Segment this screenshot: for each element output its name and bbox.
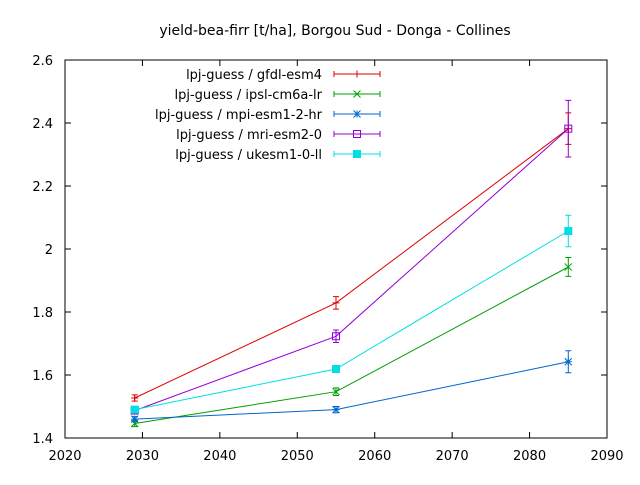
legend-marker [353,150,361,158]
data-point [130,405,139,414]
legend-marker [353,130,361,138]
series-group [130,214,573,414]
y-tick-label: 2 [45,243,53,258]
legend-errbar-cap [333,91,381,97]
chart-title: yield-bea-firr [t/ha], Borgou Sud - Dong… [159,23,510,39]
x-tick-label: 2050 [281,449,314,464]
legend-marker [353,110,361,118]
data-point [564,263,573,271]
x-tick-label: 2030 [126,449,159,464]
legend-label: lpj-guess / gfdl-esm4 [186,68,322,83]
y-tick-label: 1.6 [32,369,53,384]
y-tick-label: 1.4 [32,432,53,447]
data-point [131,394,139,402]
legend-errbar-cap [333,111,381,117]
legend-marker [353,70,361,78]
series-line [134,266,569,424]
x-tick-label: 2060 [358,449,391,464]
y-tick-label: 2.4 [32,117,53,132]
x-tick-label: 2020 [48,449,81,464]
data-point [332,365,340,374]
series-line [134,230,569,411]
data-point [332,387,340,396]
y-tick-label: 2.6 [32,54,53,69]
legend-label: lpj-guess / mri-esm2-0 [176,128,322,143]
legend-errbar-cap [333,71,381,77]
data-point [564,227,573,236]
x-tick-label: 2080 [513,449,546,464]
series-group [130,350,573,423]
data-point [564,357,573,366]
data-point [332,299,340,307]
x-tick-label: 2040 [203,449,236,464]
error-bar [565,99,572,158]
legend-label: lpj-guess / mpi-esm1-2-hr [155,108,323,123]
legend-errbar-cap [333,131,381,137]
legend-errbar-cap [333,151,381,157]
x-tick-label: 2070 [436,449,469,464]
series-group [130,257,573,428]
legend-label: lpj-guess / ipsl-cm6a-lr [175,88,323,103]
plot-frame [64,59,608,439]
legend-label: lpj-guess / ukesm1-0-ll [175,148,322,163]
data-point [564,124,573,133]
data-point [332,332,340,341]
x-tick-label: 2090 [590,449,623,464]
error-bar [333,329,339,344]
series-line [134,128,569,399]
data-point [332,405,340,414]
legend-marker [353,90,361,98]
y-tick-label: 1.8 [32,306,53,321]
series-line [134,361,569,420]
y-tick-label: 2.2 [32,180,53,195]
data-point [130,415,139,423]
